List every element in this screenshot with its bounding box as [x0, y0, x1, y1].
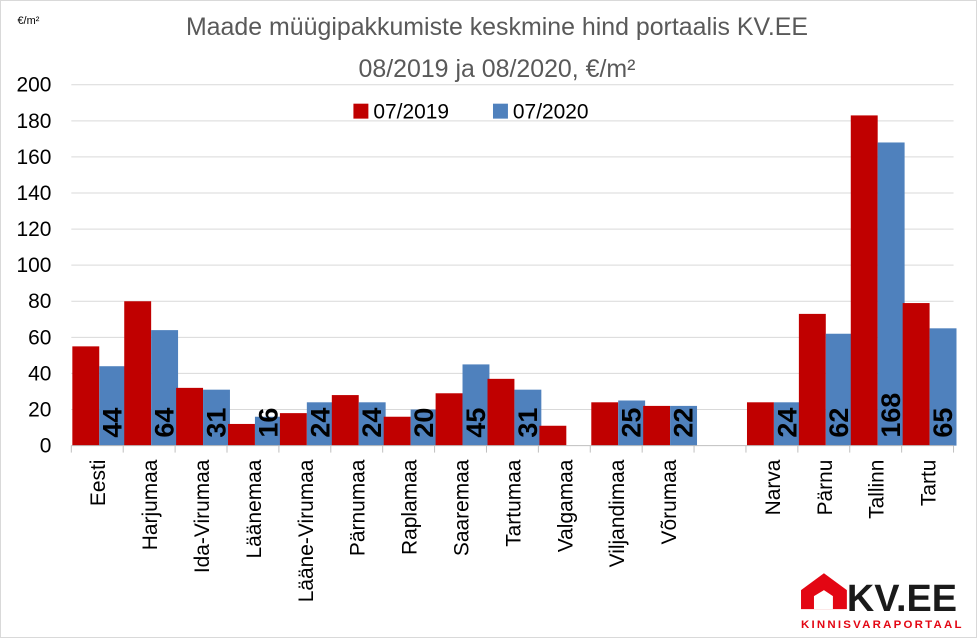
x-tick-label: Saaremaa: [451, 459, 474, 556]
legend: 07/2019 07/2020: [353, 101, 589, 124]
bar-2020: [773, 402, 801, 446]
data-label: 44: [98, 408, 128, 438]
x-tick-label: Eesti: [87, 460, 110, 507]
legend-swatch-2020: [492, 103, 508, 119]
bar-2019: [383, 416, 411, 446]
y-tick-label: 0: [40, 435, 52, 458]
x-tick-label: Ida-Virumaa: [191, 459, 214, 573]
bar-2020: [306, 402, 334, 446]
data-label: 22: [669, 408, 699, 438]
legend-label-2019: 07/2019: [373, 101, 449, 124]
bar-2019: [798, 313, 826, 446]
y-tick-label: 80: [28, 290, 51, 313]
x-tick-label: Võrumaa: [658, 459, 681, 544]
x-tick-label: Lääne-Virumaa: [295, 459, 318, 602]
data-label: 16: [253, 408, 283, 438]
bar-2020: [825, 333, 853, 446]
x-tick-label: Valgamaa: [554, 459, 577, 552]
x-tick-label: Läänemaa: [243, 459, 266, 558]
x-tick-label: Tallinn: [866, 460, 889, 519]
legend-swatch-2019: [353, 103, 369, 119]
data-label: 62: [824, 408, 854, 438]
bar-2019: [124, 301, 152, 446]
x-tick-label: Pärnumaa: [347, 459, 370, 556]
y-tick-label: 140: [16, 182, 51, 205]
bars: [72, 115, 957, 446]
gridlines: [71, 84, 954, 411]
bar-2020: [514, 389, 542, 446]
bar-2020: [254, 416, 282, 446]
y-tick-label: 180: [16, 110, 51, 133]
x-tick-label: Tartumaa: [502, 459, 525, 547]
bar-2020: [462, 364, 490, 446]
bar-2020: [670, 405, 698, 446]
bar-2019: [279, 413, 307, 446]
bar-2020: [618, 400, 646, 446]
bar-2019: [850, 115, 878, 446]
bar-2020: [151, 330, 179, 446]
x-axis: Eesti Harjumaa Ida-Virumaa Läänemaa Lääne-Vi…: [70, 445, 955, 602]
data-label: 25: [617, 408, 647, 438]
chart-subtitle: 08/2019 ja 08/2020, €/m²: [359, 55, 636, 83]
data-label: 31: [513, 408, 543, 438]
data-label: 20: [409, 408, 439, 438]
bar-2019: [331, 395, 359, 446]
data-label: 24: [772, 408, 802, 438]
y-tick-label: 20: [28, 398, 51, 421]
y-tick-label: 60: [28, 326, 51, 349]
y-tick-label: 200: [16, 74, 51, 97]
bar-2020: [929, 328, 957, 446]
x-tick-label: Narva: [762, 459, 785, 515]
x-tick-label: Harjumaa: [139, 459, 162, 550]
bar-2019: [643, 405, 671, 446]
bar-2019: [72, 346, 100, 446]
logo-name: KV.EE: [847, 578, 957, 620]
x-tick-label: Raplamaa: [399, 459, 422, 555]
bar-2019: [746, 402, 774, 446]
bar-2020: [877, 142, 905, 446]
y-tick-label: 160: [16, 146, 51, 169]
kv-ee-logo: KV.EE KINNISVARAPORTAAL: [801, 573, 962, 631]
bar-2019: [176, 387, 204, 446]
data-label: 64: [150, 408, 180, 438]
logo-tagline: KINNISVARAPORTAAL: [801, 619, 961, 631]
bar-2019: [487, 378, 515, 446]
data-label: 168: [876, 393, 906, 438]
data-label: 65: [928, 408, 958, 438]
house-door-icon: [813, 590, 833, 610]
x-tick-label: Pärnu: [814, 460, 837, 516]
y-tick-label: 120: [16, 218, 51, 241]
bar-2019: [591, 402, 619, 446]
x-tick-label: Viljandimaa: [606, 459, 629, 567]
bar-2019: [435, 393, 463, 446]
y-tick-label: 100: [16, 254, 51, 277]
data-label: 45: [461, 408, 491, 438]
bar-2019: [902, 303, 930, 446]
bar-2020: [410, 409, 438, 446]
legend-label-2020: 07/2020: [513, 101, 589, 124]
bar-2019: [539, 425, 567, 446]
bar-2020: [358, 402, 386, 446]
data-label: 24: [357, 408, 387, 438]
data-label: 24: [305, 408, 335, 438]
data-labels: 44 64 31 16 24 24 20 45 31 25 22 24 62 168 65: [98, 393, 958, 438]
data-label: 31: [201, 408, 231, 438]
chart-title: Maade müügipakkumiste keskmine hind port…: [186, 13, 808, 41]
y-tick-label: 40: [28, 362, 51, 385]
x-tick-label: Tartu: [918, 460, 941, 507]
bar-2020: [203, 389, 230, 446]
y-axis: 0 20 40 60 80 100 120 140 160 180 200: [16, 74, 51, 458]
unit-label: €/m²: [17, 15, 39, 27]
bar-2019: [228, 423, 255, 446]
bar-2020: [99, 366, 127, 446]
